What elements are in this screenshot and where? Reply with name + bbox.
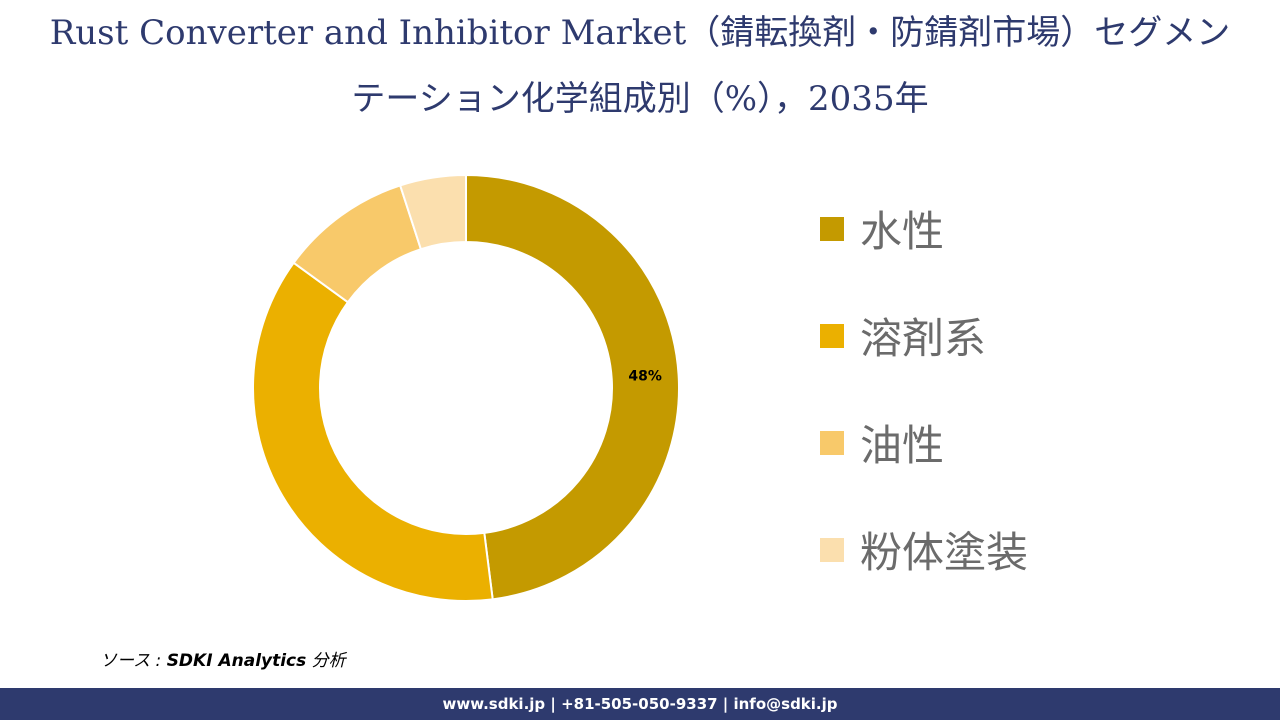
footer-contact: www.sdki.jp | +81-505-050-9337 | info@sd… [442,695,838,713]
legend-label-3: 油性 [860,421,945,470]
legend-label-2: 溶剤系 [860,314,987,363]
legend-item-3: 油性 [820,389,1028,496]
legend-swatch-1 [820,216,844,241]
source-prefix: ソース : [100,651,167,671]
legend-item-2: 溶剤系 [820,282,1028,389]
source-suffix: 分析 [306,651,346,671]
source-note: ソース : SDKI Analytics 分析 [100,646,346,671]
donut-data-label-1: 48% [628,369,662,385]
chart-title: Rust Converter and Inhibitor Market（錆転換剤… [0,0,1280,132]
legend-swatch-4 [820,537,844,562]
legend-item-1: 水性 [820,175,1028,282]
legend-item-4: 粉体塗装 [820,496,1028,603]
chart-title-line-1: Rust Converter and Inhibitor Market（錆転換剤… [49,13,1231,53]
legend-label-1: 水性 [860,207,945,256]
donut-slice-1 [465,173,680,601]
donut-slice-4 [398,173,467,251]
legend-swatch-2 [820,323,844,348]
footer-bar: www.sdki.jp | +81-505-050-9337 | info@sd… [0,688,1280,720]
donut-slice-2 [252,261,494,602]
legend-label-4: 粉体塗装 [860,528,1029,577]
source-name: SDKI Analytics [166,651,307,671]
legend-swatch-3 [820,430,844,455]
chart-legend: 水性溶剤系油性粉体塗装 [820,175,1028,603]
chart-title-line-2: テーション化学組成別（%），2035年 [351,79,929,119]
